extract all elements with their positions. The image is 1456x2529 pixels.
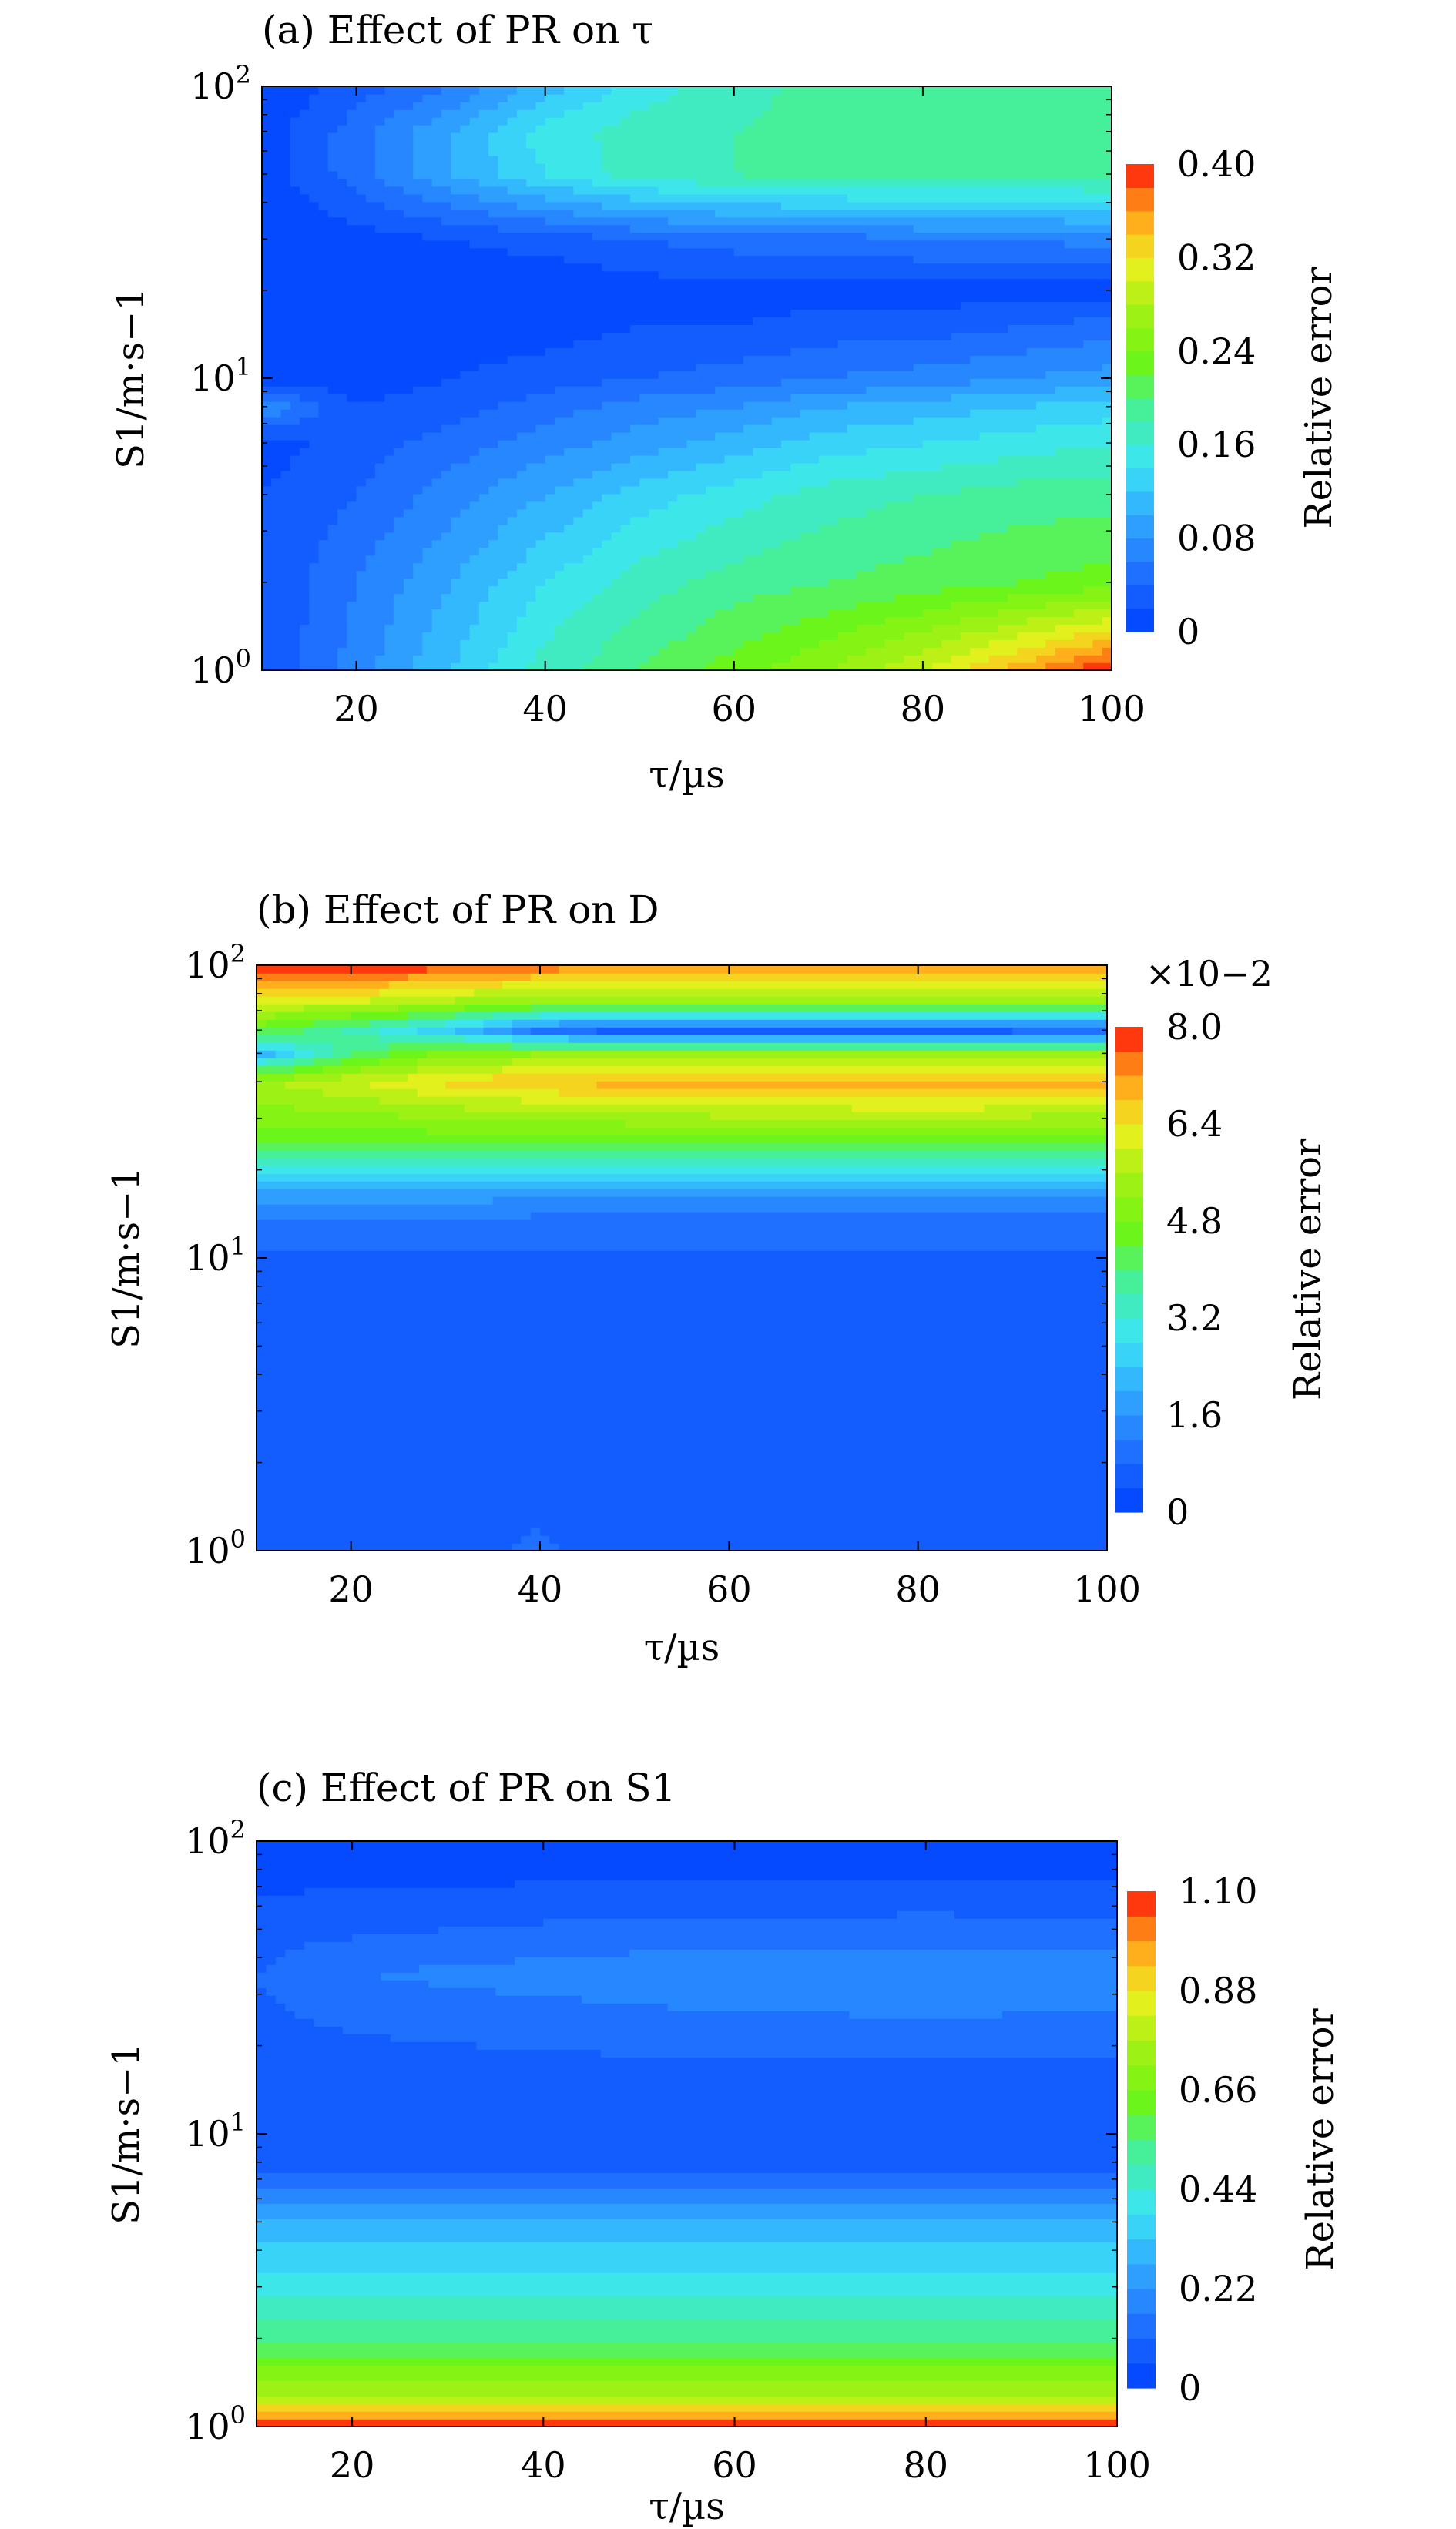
y-tick-label: 102 — [190, 60, 251, 107]
x-axis-label: τ/µs — [644, 1626, 720, 1669]
x-tick-label: 40 — [521, 2444, 566, 2486]
y-tick-label: 100 — [185, 2400, 246, 2447]
colorbar-tick-label: 0.32 — [1177, 236, 1256, 278]
colorbar-tick-label: 0.22 — [1179, 2268, 1257, 2309]
colorbar-tick-label: 0 — [1179, 2367, 1201, 2409]
y-tick-label: 100 — [185, 1524, 246, 1571]
heatmap-field — [257, 965, 1108, 1551]
colorbar-tick-label: 4.8 — [1166, 1200, 1223, 1242]
y-tick-label: 101 — [185, 2108, 246, 2155]
x-tick-label: 20 — [328, 1568, 374, 1610]
colorbar-tick-label: 0.24 — [1177, 330, 1256, 372]
y-axis-label: S1/m·s−1 — [109, 287, 153, 469]
x-tick-label: 80 — [901, 688, 946, 730]
x-tick-label: 60 — [712, 2444, 757, 2486]
x-tick-label: 100 — [1078, 688, 1146, 730]
colorbar: 0 1.6 3.2 4.8 6.4 8.0 Relative error ×10−2 — [1115, 953, 1330, 1533]
y-axis-label: S1/m·s−1 — [105, 2043, 148, 2225]
chart-title: (a) Effect of PR on τ — [262, 8, 653, 52]
colorbar-multiplier: ×10−2 — [1146, 953, 1273, 994]
x-tick-label: 100 — [1073, 1568, 1141, 1610]
colorbar-tick-label: 0.40 — [1177, 143, 1256, 185]
heatmap-field — [262, 86, 1112, 671]
colorbar-tick-label: 0.16 — [1177, 424, 1256, 465]
x-tick-label: 40 — [522, 688, 568, 730]
chart-title: (c) Effect of PR on S1 — [257, 1766, 676, 1810]
colorbar-label: Relative error — [1297, 267, 1340, 528]
x-tick-label: 80 — [904, 2444, 949, 2486]
panel-b: (b) Effect of PR on D 20 40 60 80 100 100 101 10… — [105, 887, 1330, 1669]
colorbar-tick-label: 1.10 — [1179, 1870, 1257, 1912]
colorbar-tick-label: 0.08 — [1177, 518, 1256, 559]
x-tick-label: 60 — [712, 688, 757, 730]
x-tick-label: 100 — [1083, 2444, 1151, 2486]
x-tick-label: 20 — [330, 2444, 375, 2486]
colorbar-tick-label: 8.0 — [1166, 1006, 1223, 1048]
colorbar-tick-label: 0.88 — [1179, 1970, 1257, 2011]
colorbar-tick-label: 6.4 — [1166, 1103, 1223, 1145]
y-tick-label: 101 — [190, 352, 251, 399]
colorbar-tick-label: 0 — [1166, 1491, 1189, 1533]
x-tick-label: 20 — [334, 688, 379, 730]
x-tick-label: 40 — [518, 1568, 563, 1610]
x-tick-label: 60 — [706, 1568, 752, 1610]
y-axis-label: S1/m·s−1 — [105, 1167, 148, 1349]
heatmap-field — [257, 1841, 1118, 2427]
colorbar-label: Relative error — [1299, 2008, 1342, 2270]
colorbar-tick-label: 0.66 — [1179, 2069, 1257, 2111]
x-axis-label: τ/µs — [649, 2485, 725, 2528]
colorbar: 0 0.22 0.44 0.66 0.88 1.10 Relative error — [1127, 1870, 1342, 2409]
colorbar: 0 0.08 0.16 0.24 0.32 0.40 Relative error — [1126, 143, 1340, 652]
colorbar-label: Relative error — [1287, 1139, 1330, 1400]
colorbar-tick-label: 0.44 — [1179, 2168, 1257, 2210]
y-tick-label: 101 — [185, 1232, 246, 1279]
x-axis-label: τ/µs — [649, 753, 725, 797]
y-tick-label: 102 — [185, 1815, 246, 1862]
x-tick-label: 80 — [895, 1568, 941, 1610]
colorbar-tick-label: 3.2 — [1166, 1297, 1223, 1339]
chart-title: (b) Effect of PR on D — [257, 887, 659, 932]
y-tick-label: 102 — [185, 939, 246, 986]
panel-c: (c) Effect of PR on S1 20 40 60 80 100 100 101 1… — [105, 1766, 1342, 2528]
colorbar-tick-label: 0 — [1177, 611, 1199, 652]
colorbar-tick-label: 1.6 — [1166, 1394, 1223, 1436]
y-tick-label: 100 — [190, 644, 251, 691]
panel-a: (a) Effect of PR on τ 20 40 60 80 100 100 101 10… — [109, 8, 1340, 797]
